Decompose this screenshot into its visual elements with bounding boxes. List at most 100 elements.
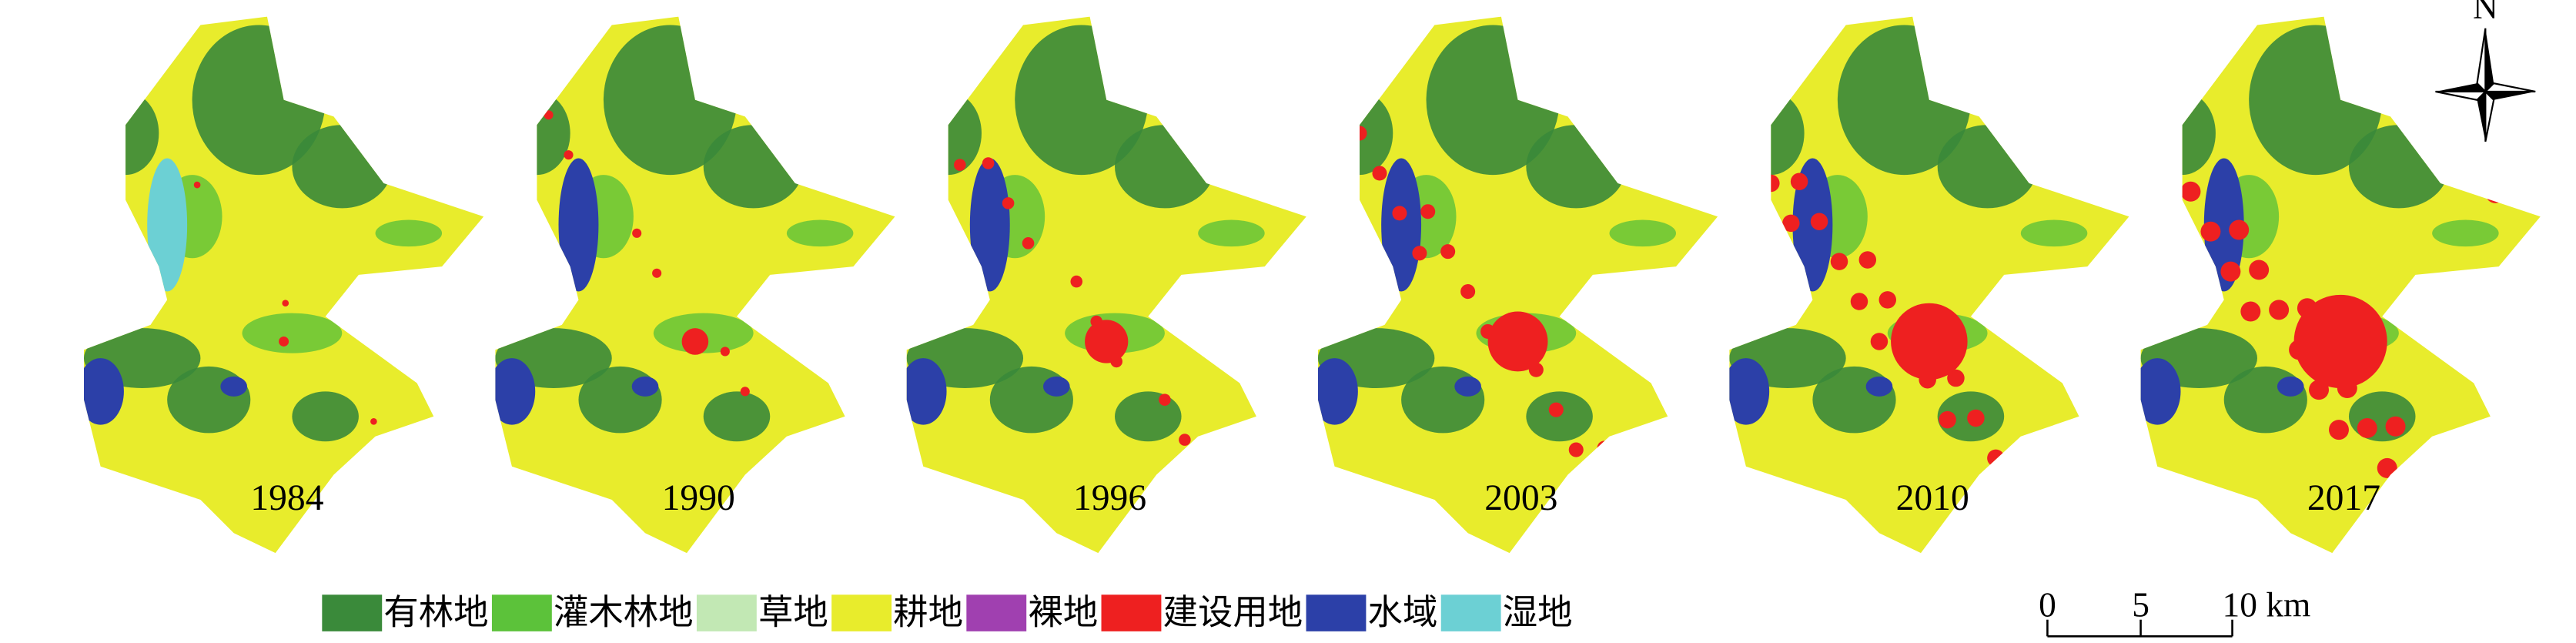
water [1317, 358, 1358, 425]
shrub [1198, 219, 1265, 247]
built-up [1790, 172, 1808, 191]
built-up [2035, 487, 2053, 505]
legend-swatch [696, 594, 757, 631]
water [2203, 158, 2244, 292]
shrub [242, 313, 343, 353]
built-up [828, 72, 838, 82]
shrub [2432, 219, 2499, 247]
built-up [1891, 303, 1968, 380]
legend-swatch [322, 594, 383, 631]
built-up [954, 159, 966, 171]
built-up [1782, 214, 1800, 233]
built-up [2377, 457, 2397, 478]
built-up [1352, 126, 1367, 141]
forest [2149, 91, 2216, 176]
forest [1115, 391, 1182, 442]
built-up [1460, 284, 1476, 300]
water [147, 158, 188, 292]
map-panel: 2003 [1317, 16, 1718, 554]
built-up [105, 63, 112, 70]
forest [2348, 391, 2416, 442]
legend-label: 水域 [1368, 592, 1438, 633]
built-up [279, 336, 289, 347]
built-up [2425, 63, 2446, 84]
forest [578, 366, 662, 434]
water [83, 358, 124, 425]
water [1381, 158, 1422, 292]
built-up [1617, 481, 1632, 496]
year-label: 2010 [1896, 478, 1969, 518]
built-up [808, 464, 818, 475]
forest [2348, 125, 2449, 209]
water [495, 358, 536, 425]
built-up [1392, 206, 1407, 221]
forest [167, 366, 251, 434]
forest [292, 391, 359, 442]
legend-swatch [1306, 594, 1367, 631]
shrub [375, 219, 443, 247]
forest [1937, 125, 2038, 209]
year-label: 2003 [1484, 478, 1557, 518]
built-up [1159, 394, 1171, 406]
built-up [564, 150, 574, 160]
built-up [1850, 293, 1868, 310]
built-up [2160, 141, 2181, 162]
built-up [1420, 204, 1436, 219]
north-label: N [2473, 0, 2498, 26]
scale-bar [2046, 619, 2233, 638]
built-up [1487, 311, 1548, 372]
scale-label: 5 [2132, 585, 2149, 624]
forest [989, 366, 1073, 434]
built-up [1939, 410, 1956, 429]
built-up [2180, 181, 2201, 202]
year-label: 1984 [250, 478, 323, 518]
year-label: 1996 [1073, 478, 1146, 518]
built-up [2293, 294, 2387, 389]
built-up [544, 110, 554, 120]
legend-swatch [966, 594, 1027, 631]
forest [1738, 91, 1805, 176]
legend-label: 草地 [758, 592, 828, 633]
built-up [2329, 420, 2349, 440]
forest [292, 125, 393, 209]
map-panel: 1996 [906, 16, 1306, 554]
year-label: 2017 [2307, 478, 2380, 518]
water [1454, 376, 1481, 397]
built-up [1022, 237, 1035, 249]
legend-label: 有林地 [383, 592, 488, 633]
built-up [1070, 275, 1083, 288]
built-up [1762, 174, 1780, 193]
forest [1326, 91, 1393, 176]
built-up [1412, 246, 1427, 261]
legend-label: 建设用地 [1163, 592, 1303, 633]
shrub [1609, 219, 1677, 247]
built-up [1870, 333, 1889, 350]
legend-swatch [1440, 594, 1501, 631]
legend-label: 灌木林地 [554, 592, 694, 633]
built-up [2229, 219, 2250, 240]
forest [703, 391, 771, 442]
built-up [2220, 261, 2241, 282]
legend-label: 裸地 [1028, 592, 1098, 633]
built-up [1372, 166, 1387, 181]
built-up [720, 347, 730, 357]
legend-label: 耕地 [893, 592, 963, 633]
built-up [2465, 143, 2486, 163]
forest [703, 125, 804, 209]
built-up [2240, 301, 2261, 322]
water [631, 376, 659, 397]
north-arrow: N [2435, 0, 2536, 142]
built-up [2269, 300, 2290, 320]
forest [503, 91, 570, 176]
built-up [2445, 103, 2466, 124]
shrub [2020, 219, 2088, 247]
water [1865, 376, 1893, 397]
built-up [1440, 244, 1456, 260]
built-up [2075, 134, 2093, 152]
water [906, 358, 947, 425]
built-up [1548, 402, 1564, 417]
scale-label: 10 km [2223, 585, 2311, 624]
built-up [1967, 409, 1985, 427]
forest [1401, 366, 1485, 434]
built-up [2405, 456, 2426, 477]
